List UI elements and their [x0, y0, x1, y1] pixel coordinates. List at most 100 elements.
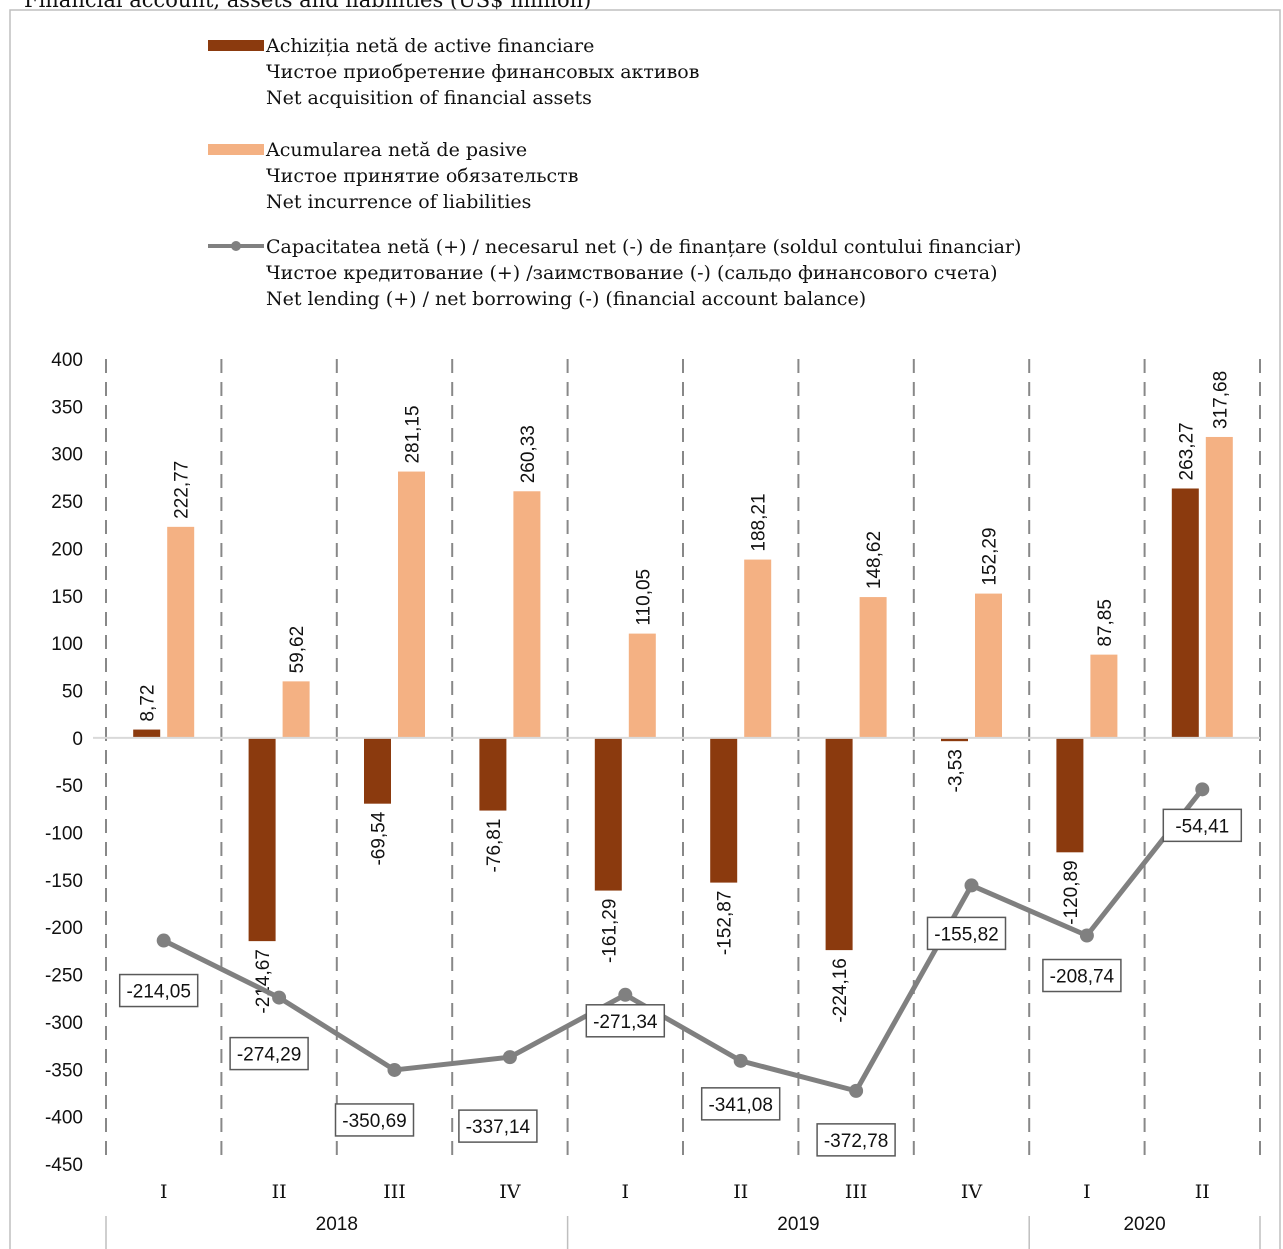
bar-liabilities — [744, 559, 772, 738]
balance-point — [849, 1083, 864, 1098]
year-label: 2019 — [777, 1214, 819, 1235]
bar-value-label-assets: -214,67 — [253, 949, 274, 1013]
balance-point — [618, 987, 633, 1002]
balance-point — [502, 1050, 517, 1065]
x-category-label: IV — [499, 1181, 521, 1203]
page-title: Financial account, assets and liabilitie… — [24, 0, 592, 12]
y-tick-label: -100 — [45, 824, 83, 845]
y-tick-label: 50 — [62, 681, 83, 702]
legend-swatch-assets — [208, 40, 264, 51]
y-tick-label: 100 — [51, 634, 83, 655]
balance-label-box — [1162, 808, 1243, 843]
bar-value-label-liabilities: 317,68 — [1210, 371, 1231, 429]
year-label: 2020 — [1123, 1214, 1165, 1235]
legend-label-balance-2: Net lending (+) / net borrowing (-) (fin… — [266, 288, 866, 310]
bar-value-label-liabilities: 152,29 — [980, 527, 1001, 585]
bar-value-label-assets: 263,27 — [1176, 422, 1197, 480]
bar-value-label-assets: -3,53 — [946, 749, 967, 792]
balance-point — [156, 933, 171, 948]
bar-value-label-assets: -161,29 — [599, 899, 620, 963]
balance-label-box — [334, 1103, 415, 1137]
bar-assets — [248, 737, 276, 942]
x-category-label: I — [1083, 1181, 1091, 1203]
x-category-label: II — [733, 1181, 748, 1203]
balance-value-label: -274,29 — [237, 1045, 301, 1066]
balance-label-box — [926, 916, 1007, 951]
y-tick-label: -200 — [45, 918, 83, 939]
balance-label-box — [816, 1123, 896, 1157]
y-tick-label: 350 — [51, 397, 83, 418]
balance-point — [1079, 928, 1094, 943]
chart-border — [9, 9, 1281, 1249]
bar-liabilities — [398, 471, 425, 738]
bar-assets — [825, 737, 853, 951]
balance-label-box — [1042, 958, 1122, 993]
x-category-label: III — [383, 1181, 406, 1203]
balance-label-box — [458, 1109, 538, 1143]
balance-point — [1195, 782, 1210, 797]
x-category-label: II — [272, 1181, 287, 1203]
year-label: 2018 — [316, 1214, 358, 1235]
legend-label-liabilities-1: Чистое принятие обязательств — [266, 165, 578, 187]
balance-point — [733, 1053, 748, 1068]
y-tick-label: -450 — [45, 1155, 83, 1176]
bar-assets — [1056, 737, 1084, 853]
y-tick-label: 400 — [51, 350, 83, 371]
balance-value-label: -208,74 — [1050, 967, 1115, 988]
x-category-label: III — [845, 1181, 868, 1203]
bar-liabilities — [628, 633, 656, 738]
x-category-label: IV — [961, 1181, 983, 1203]
balance-label-box — [118, 973, 199, 1008]
balance-value-label: -372,78 — [824, 1131, 888, 1152]
bar-value-label-assets: 8,72 — [138, 685, 159, 722]
bar-assets — [133, 729, 161, 738]
y-tick-label: -150 — [45, 871, 83, 892]
x-category-label: II — [1195, 1181, 1210, 1203]
bar-liabilities — [1090, 654, 1118, 738]
balance-value-label: -155,82 — [934, 924, 998, 945]
bar-value-label-liabilities: 281,15 — [403, 405, 424, 463]
y-tick-label: -300 — [45, 1013, 83, 1034]
y-tick-label: -400 — [45, 1108, 83, 1129]
bar-assets — [941, 737, 968, 742]
bar-value-label-liabilities: 222,77 — [172, 461, 193, 519]
balance-value-label: -214,05 — [126, 982, 190, 1003]
balance-value-label: -341,08 — [708, 1095, 772, 1116]
bar-assets — [364, 737, 391, 804]
y-tick-label: 200 — [51, 539, 83, 560]
balance-value-label: -350,69 — [342, 1111, 406, 1132]
bar-liabilities — [282, 681, 310, 738]
bar-value-label-liabilities: 260,33 — [518, 425, 539, 483]
bar-liabilities — [1205, 436, 1233, 738]
bar-value-label-assets: -76,81 — [484, 819, 505, 873]
legend-marker-balance — [231, 241, 241, 251]
legend-label-liabilities-2: Net incurrence of liabilities — [266, 191, 531, 213]
y-tick-label: 0 — [72, 729, 83, 750]
bar-value-label-assets: -120,89 — [1061, 860, 1082, 924]
bar-value-label-liabilities: 188,21 — [749, 493, 770, 551]
balance-value-label: -337,14 — [466, 1117, 531, 1138]
x-category-label: I — [160, 1181, 168, 1203]
balance-label-box — [585, 1004, 666, 1038]
y-tick-label: 300 — [51, 445, 83, 466]
bar-liabilities — [859, 597, 887, 738]
bar-liabilities — [975, 593, 1002, 738]
balance-line — [162, 787, 1205, 1094]
balance-value-label: -54,41 — [1175, 816, 1229, 837]
bar-value-label-liabilities: 87,85 — [1095, 599, 1116, 647]
bar-value-label-assets: -224,16 — [830, 958, 851, 1022]
legend-label-balance-1: Чистое кредитование (+) /заимствование (… — [266, 262, 998, 284]
balance-label-box — [700, 1087, 781, 1121]
balance-point — [272, 990, 287, 1005]
legend-label-assets-0: Achiziția netă de active financiare — [265, 35, 594, 57]
bar-value-label-liabilities: 148,62 — [864, 531, 885, 589]
bar-value-label-assets: -69,54 — [369, 811, 390, 865]
x-category-label: I — [622, 1181, 630, 1203]
y-tick-label: -350 — [45, 1060, 83, 1081]
legend-label-assets-1: Чистое приобретение финансовых активов — [266, 61, 699, 83]
y-tick-label: -250 — [45, 966, 83, 987]
legend-label-assets-2: Net acquisition of financial assets — [266, 87, 592, 109]
balance-point — [964, 878, 979, 893]
legend-label-liabilities-0: Acumularea netă de pasive — [265, 139, 527, 161]
